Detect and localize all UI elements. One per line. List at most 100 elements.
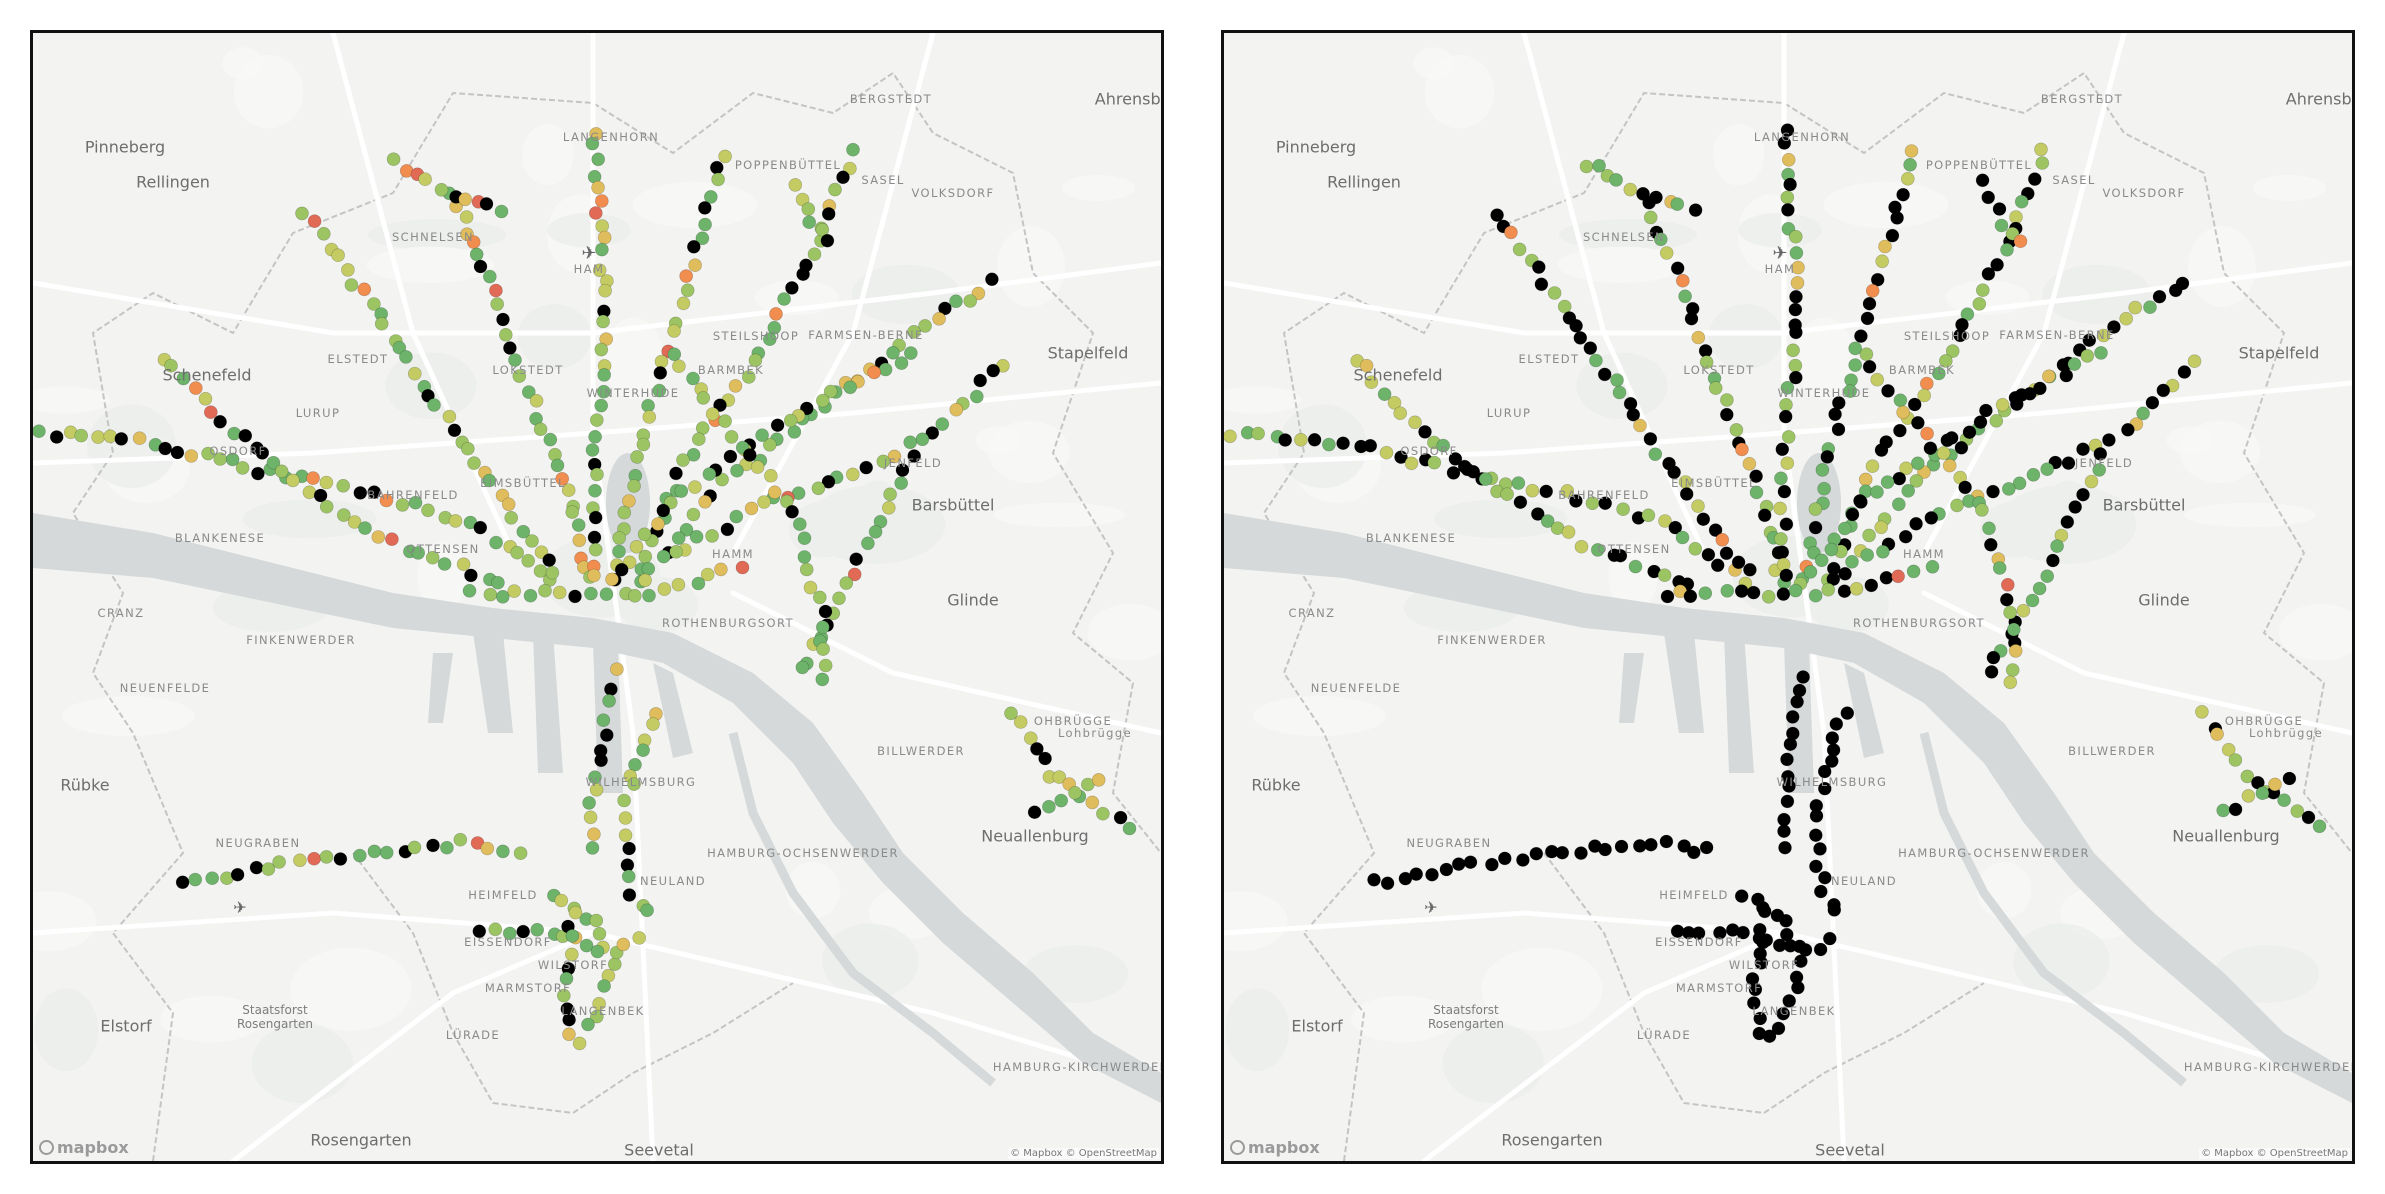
data-point[interactable] xyxy=(1686,845,1701,860)
data-point[interactable] xyxy=(985,272,999,287)
data-point[interactable] xyxy=(367,844,382,859)
data-point[interactable] xyxy=(785,504,799,519)
data-point[interactable] xyxy=(861,536,875,551)
data-point[interactable] xyxy=(482,269,497,284)
data-point[interactable] xyxy=(1875,254,1890,269)
data-point[interactable] xyxy=(307,851,321,866)
data-point[interactable] xyxy=(2016,603,2031,618)
data-point[interactable] xyxy=(1808,502,1823,516)
data-point[interactable] xyxy=(2080,349,2095,363)
data-point[interactable] xyxy=(612,544,626,559)
data-point[interactable] xyxy=(1023,731,1038,746)
data-point[interactable] xyxy=(1938,354,1953,368)
data-point[interactable] xyxy=(523,588,538,603)
data-point[interactable] xyxy=(1387,395,1402,410)
data-point[interactable] xyxy=(1808,828,1823,843)
data-point[interactable] xyxy=(225,452,240,467)
data-point[interactable] xyxy=(1975,283,1990,298)
data-point[interactable] xyxy=(554,893,569,908)
data-point[interactable] xyxy=(2027,172,2042,186)
data-point[interactable] xyxy=(894,476,909,490)
data-point[interactable] xyxy=(1530,507,1545,521)
data-point[interactable] xyxy=(750,460,765,474)
data-point[interactable] xyxy=(1774,532,1788,546)
data-point[interactable] xyxy=(1824,542,1839,557)
data-point[interactable] xyxy=(2094,346,2108,360)
data-point[interactable] xyxy=(1749,469,1763,484)
data-point[interactable] xyxy=(836,170,850,185)
data-point[interactable] xyxy=(1776,1006,1791,1021)
data-point[interactable] xyxy=(1990,258,2004,272)
data-point[interactable] xyxy=(1756,935,1770,950)
data-point[interactable] xyxy=(1701,547,1716,562)
data-point[interactable] xyxy=(2119,311,2134,326)
data-point[interactable] xyxy=(779,494,794,509)
data-point[interactable] xyxy=(618,811,633,825)
data-point[interactable] xyxy=(1794,954,1808,969)
data-point[interactable] xyxy=(1899,461,1913,476)
data-point[interactable] xyxy=(1821,582,1836,597)
data-point[interactable] xyxy=(1448,452,1463,466)
data-point[interactable] xyxy=(1699,355,1714,369)
data-point[interactable] xyxy=(622,841,636,856)
data-point[interactable] xyxy=(1813,842,1827,856)
data-point[interactable] xyxy=(533,422,548,437)
data-point[interactable] xyxy=(407,840,422,855)
data-point[interactable] xyxy=(1940,433,1955,448)
data-point[interactable] xyxy=(2290,804,2305,818)
data-point[interactable] xyxy=(821,207,836,221)
data-point[interactable] xyxy=(1777,824,1791,839)
data-point[interactable] xyxy=(1734,889,1749,903)
data-point[interactable] xyxy=(2068,500,2083,514)
data-point[interactable] xyxy=(1999,592,2014,607)
data-point[interactable] xyxy=(473,259,488,274)
data-point[interactable] xyxy=(2034,142,2048,157)
data-point[interactable] xyxy=(986,363,1001,378)
data-point[interactable] xyxy=(2067,357,2082,371)
data-point[interactable] xyxy=(1659,246,1674,260)
data-point[interactable] xyxy=(1497,851,1512,866)
data-point[interactable] xyxy=(915,432,930,447)
data-point[interactable] xyxy=(1708,523,1723,537)
data-point[interactable] xyxy=(821,474,836,489)
data-point[interactable] xyxy=(1879,570,1894,585)
data-point[interactable] xyxy=(1790,694,1804,709)
data-point[interactable] xyxy=(592,996,606,1011)
data-point[interactable] xyxy=(820,233,835,248)
data-point[interactable] xyxy=(777,292,791,306)
data-point[interactable] xyxy=(1675,530,1690,545)
data-point[interactable] xyxy=(602,694,616,708)
data-point[interactable] xyxy=(274,464,289,479)
data-point[interactable] xyxy=(460,441,475,456)
data-point[interactable] xyxy=(2228,802,2243,817)
data-point[interactable] xyxy=(2241,789,2256,803)
data-point[interactable] xyxy=(803,580,818,595)
data-point[interactable] xyxy=(336,508,351,522)
data-point[interactable] xyxy=(2033,381,2047,396)
data-point[interactable] xyxy=(1979,403,1993,418)
data-point[interactable] xyxy=(973,373,988,388)
data-point[interactable] xyxy=(489,535,503,550)
data-point[interactable] xyxy=(787,425,802,439)
data-point[interactable] xyxy=(714,562,728,577)
data-point[interactable] xyxy=(691,432,706,447)
data-point[interactable] xyxy=(2210,727,2224,741)
data-point[interactable] xyxy=(1643,210,1658,225)
data-point[interactable] xyxy=(1779,517,1794,532)
data-point[interactable] xyxy=(1973,415,1988,429)
data-point[interactable] xyxy=(698,494,712,509)
data-point[interactable] xyxy=(1864,578,1879,593)
data-point[interactable] xyxy=(1813,884,1828,899)
data-point[interactable] xyxy=(1911,415,1925,430)
data-point[interactable] xyxy=(698,217,712,232)
data-point[interactable] xyxy=(2061,456,2076,470)
data-point[interactable] xyxy=(1904,144,1919,158)
data-point[interactable] xyxy=(1862,296,1877,311)
data-point[interactable] xyxy=(949,294,963,309)
data-point[interactable] xyxy=(907,449,922,463)
data-point[interactable] xyxy=(1779,397,1793,412)
data-point[interactable] xyxy=(735,560,750,575)
data-point[interactable] xyxy=(392,340,407,355)
data-point[interactable] xyxy=(521,553,536,568)
data-point[interactable] xyxy=(1891,569,1905,584)
